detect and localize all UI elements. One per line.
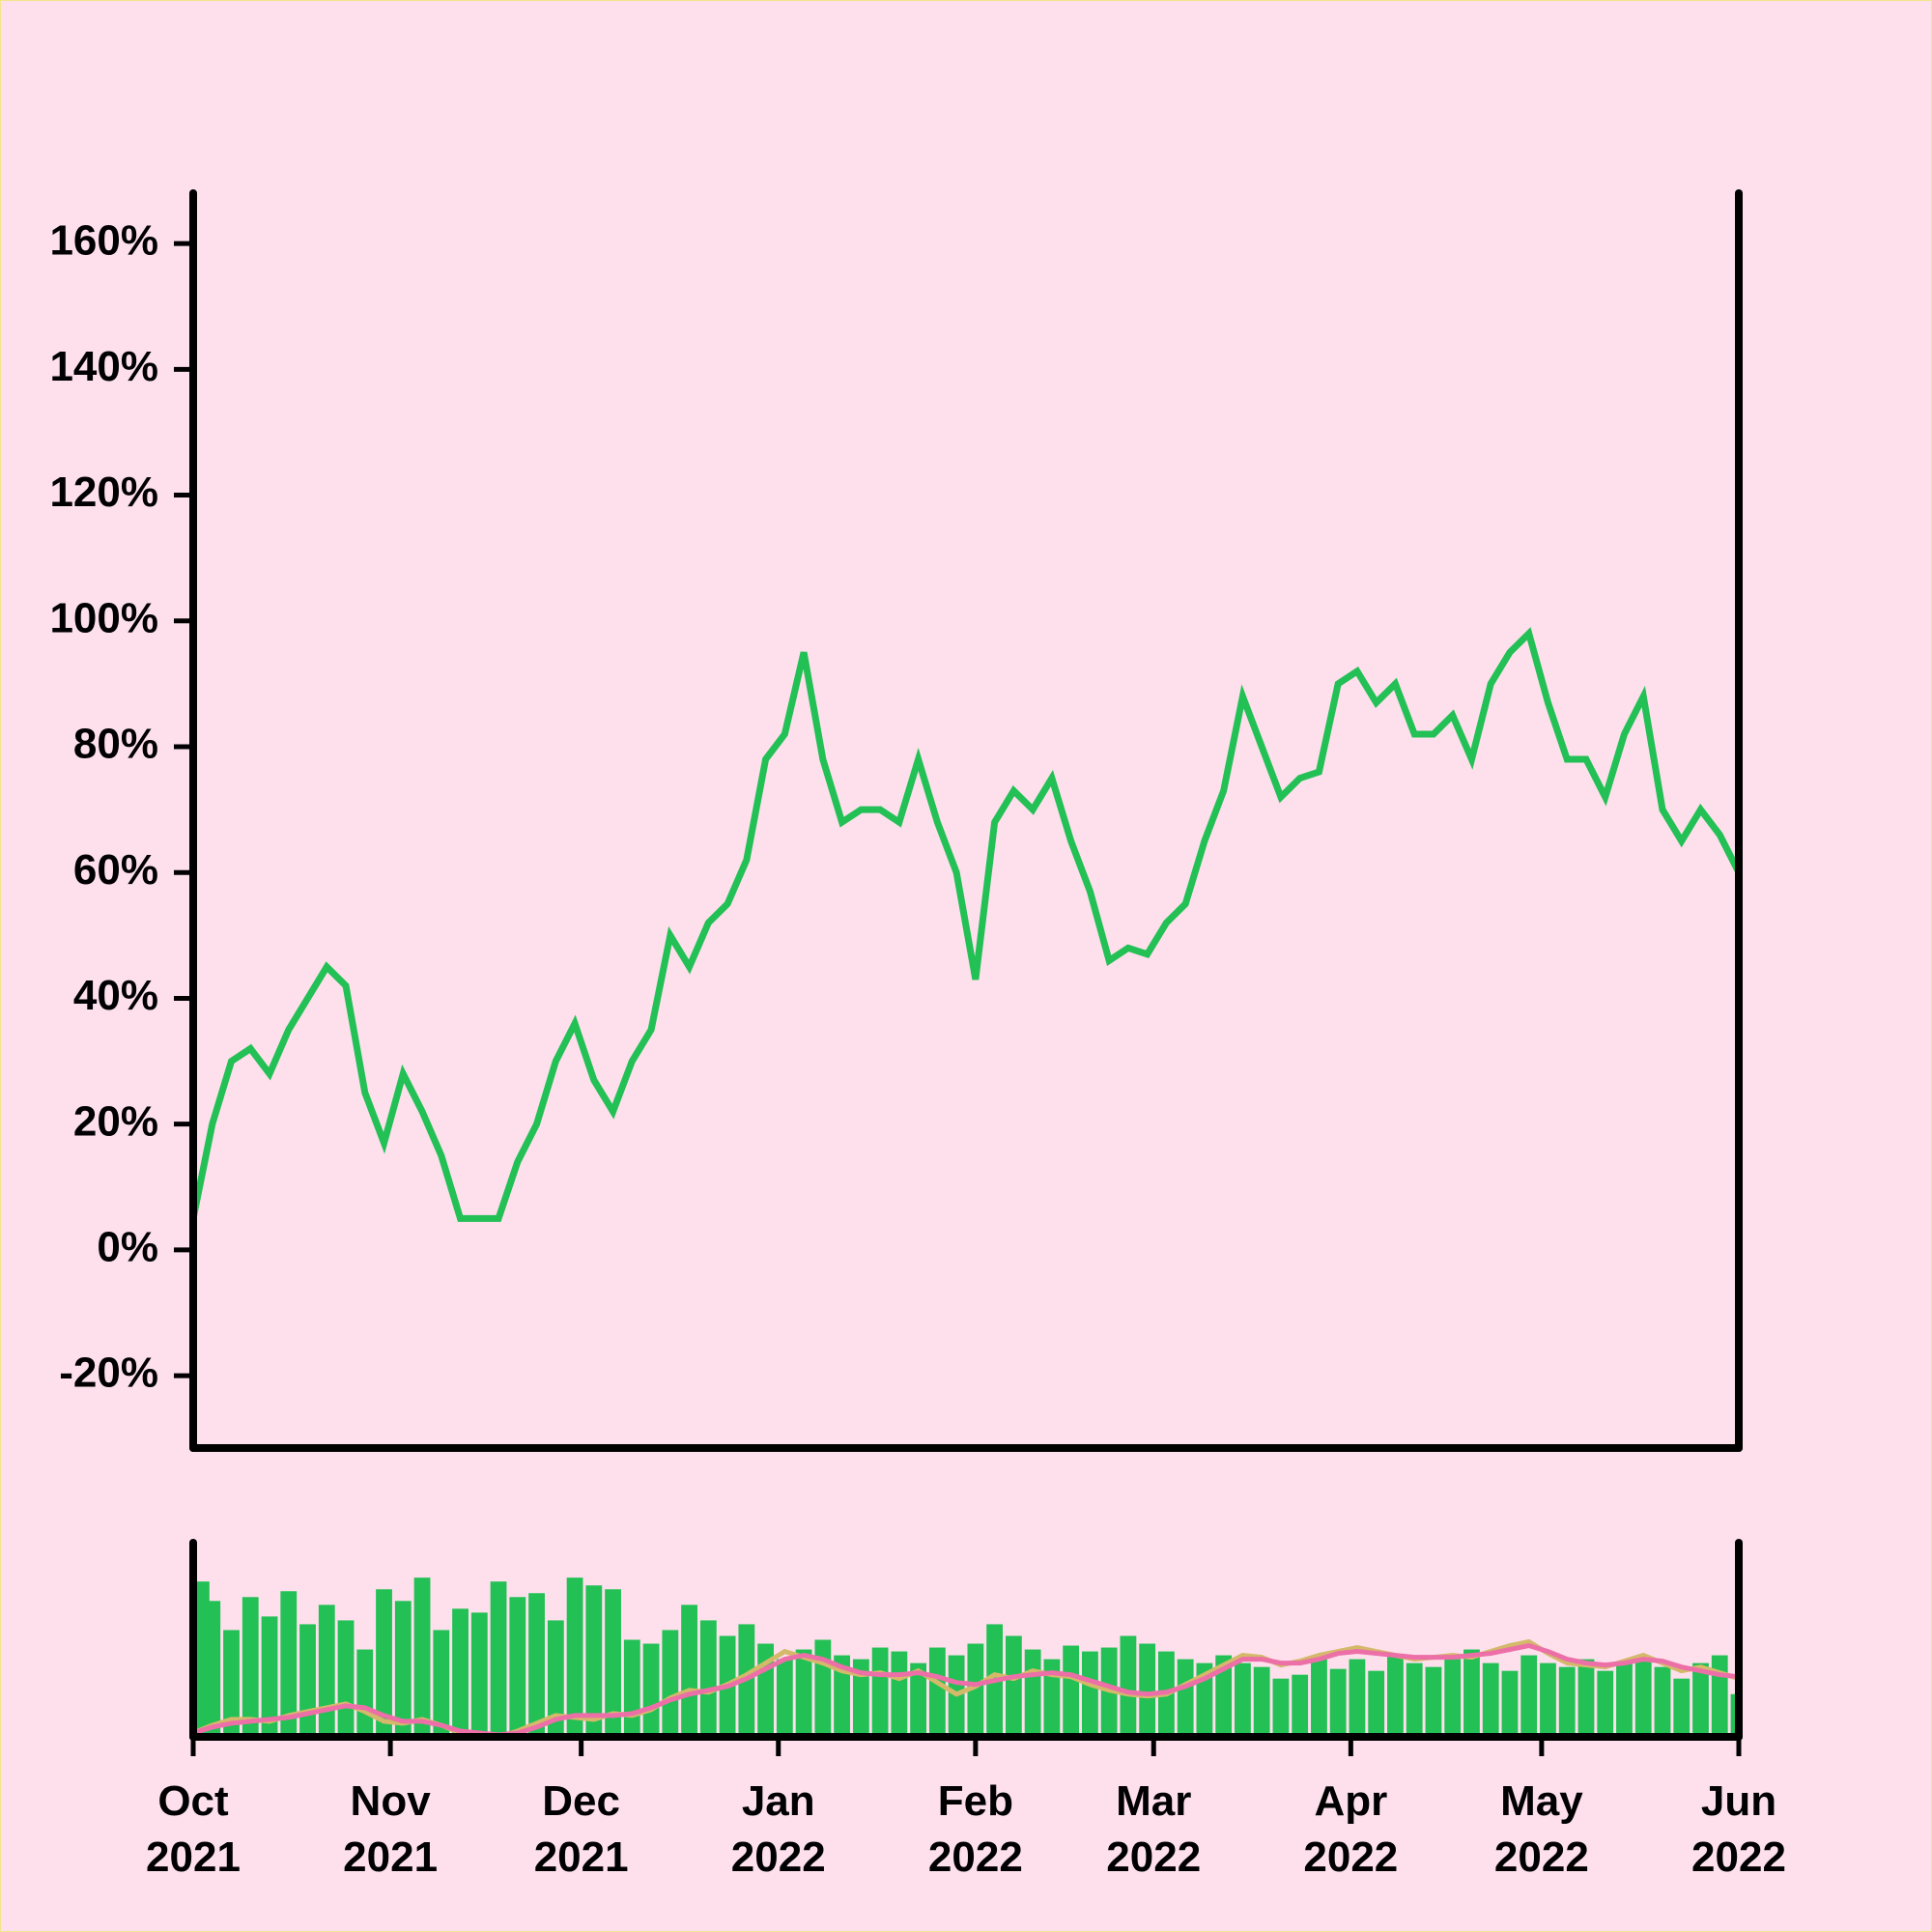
bar bbox=[1673, 1678, 1690, 1737]
y-tick-label: 0% bbox=[97, 1224, 158, 1271]
bar bbox=[1616, 1662, 1633, 1737]
bar bbox=[1730, 1693, 1739, 1737]
bar bbox=[605, 1589, 621, 1737]
bar bbox=[1654, 1666, 1671, 1737]
bar bbox=[834, 1655, 850, 1737]
bar bbox=[871, 1647, 889, 1737]
y-tick-label: 120% bbox=[49, 469, 158, 516]
x-tick-label: Dec 2021 bbox=[533, 1777, 629, 1881]
bar bbox=[1540, 1662, 1556, 1737]
bar bbox=[1406, 1662, 1423, 1737]
line bbox=[189, 627, 1743, 1222]
bar bbox=[490, 1581, 507, 1737]
y-tick-label: 160% bbox=[49, 217, 158, 265]
y-tick-label: 20% bbox=[73, 1097, 158, 1145]
y-tick-label: 100% bbox=[49, 594, 158, 641]
line bbox=[192, 1642, 1740, 1738]
bar bbox=[1711, 1655, 1728, 1737]
bar bbox=[1368, 1670, 1385, 1737]
bar bbox=[1425, 1666, 1442, 1737]
y-tick-label: 140% bbox=[49, 343, 158, 390]
bar bbox=[1501, 1670, 1519, 1737]
bar bbox=[337, 1620, 355, 1737]
bar bbox=[1082, 1651, 1098, 1737]
bar bbox=[1292, 1674, 1309, 1737]
bar bbox=[1253, 1666, 1270, 1737]
bar bbox=[261, 1616, 278, 1737]
bar bbox=[1005, 1635, 1022, 1737]
bar bbox=[1235, 1662, 1251, 1737]
bar bbox=[356, 1649, 374, 1737]
bar bbox=[433, 1630, 450, 1737]
y-tick-label: 60% bbox=[73, 846, 158, 894]
bar bbox=[1482, 1662, 1499, 1737]
x-tick-label: Apr 2022 bbox=[1303, 1777, 1399, 1881]
bar bbox=[1520, 1655, 1538, 1737]
bar bbox=[1043, 1659, 1061, 1737]
bar bbox=[1311, 1659, 1327, 1737]
bar bbox=[1215, 1655, 1233, 1737]
bar bbox=[852, 1659, 869, 1737]
bar bbox=[280, 1591, 298, 1737]
bar bbox=[776, 1659, 793, 1737]
bar bbox=[585, 1585, 603, 1737]
bar bbox=[967, 1643, 984, 1737]
bar bbox=[1063, 1645, 1080, 1737]
bar bbox=[1634, 1659, 1652, 1737]
bar bbox=[566, 1577, 583, 1737]
bar bbox=[470, 1612, 488, 1737]
bar bbox=[1558, 1666, 1576, 1737]
x-tick-label: Feb 2022 bbox=[927, 1777, 1023, 1881]
bar bbox=[204, 1601, 221, 1737]
bar bbox=[452, 1608, 469, 1737]
bar bbox=[1577, 1659, 1595, 1737]
bar bbox=[1177, 1659, 1194, 1737]
bar bbox=[1024, 1649, 1041, 1737]
x-tick-label: Jun 2022 bbox=[1691, 1777, 1786, 1881]
bar bbox=[318, 1605, 335, 1737]
bar bbox=[1272, 1678, 1290, 1737]
bar bbox=[1463, 1649, 1480, 1737]
x-tick-label: Oct 2021 bbox=[146, 1777, 241, 1881]
bar bbox=[681, 1605, 697, 1737]
bar bbox=[1444, 1659, 1462, 1737]
bar bbox=[1387, 1655, 1404, 1737]
bar bbox=[814, 1639, 832, 1737]
bar bbox=[528, 1593, 545, 1737]
y-tick-label: 80% bbox=[73, 721, 158, 768]
bar bbox=[1139, 1643, 1156, 1737]
bar bbox=[623, 1639, 640, 1737]
x-tick-label: May 2022 bbox=[1493, 1777, 1589, 1881]
x-tick-label: Mar 2022 bbox=[1106, 1777, 1202, 1881]
bar bbox=[662, 1630, 679, 1737]
x-tick-label: Jan 2022 bbox=[730, 1777, 826, 1881]
bar bbox=[413, 1577, 431, 1737]
x-tick-label: Nov 2021 bbox=[343, 1777, 439, 1881]
bar bbox=[547, 1620, 564, 1737]
bar bbox=[376, 1589, 392, 1737]
bar bbox=[928, 1647, 946, 1737]
bar bbox=[223, 1630, 240, 1737]
bar bbox=[299, 1624, 316, 1737]
bar bbox=[642, 1643, 660, 1737]
bar bbox=[1597, 1670, 1614, 1737]
bar bbox=[1692, 1662, 1709, 1737]
bar bbox=[891, 1651, 908, 1737]
bar bbox=[1349, 1659, 1366, 1737]
y-tick-label: -20% bbox=[59, 1350, 158, 1397]
y-tick-label: 40% bbox=[73, 972, 158, 1019]
marks bbox=[189, 627, 1743, 1740]
bar bbox=[699, 1620, 717, 1737]
bar bbox=[910, 1662, 927, 1737]
bar bbox=[1329, 1668, 1347, 1737]
bar bbox=[1120, 1635, 1137, 1737]
bar bbox=[242, 1597, 259, 1737]
bar bbox=[795, 1649, 812, 1737]
bar bbox=[509, 1597, 526, 1737]
bar bbox=[394, 1601, 412, 1737]
